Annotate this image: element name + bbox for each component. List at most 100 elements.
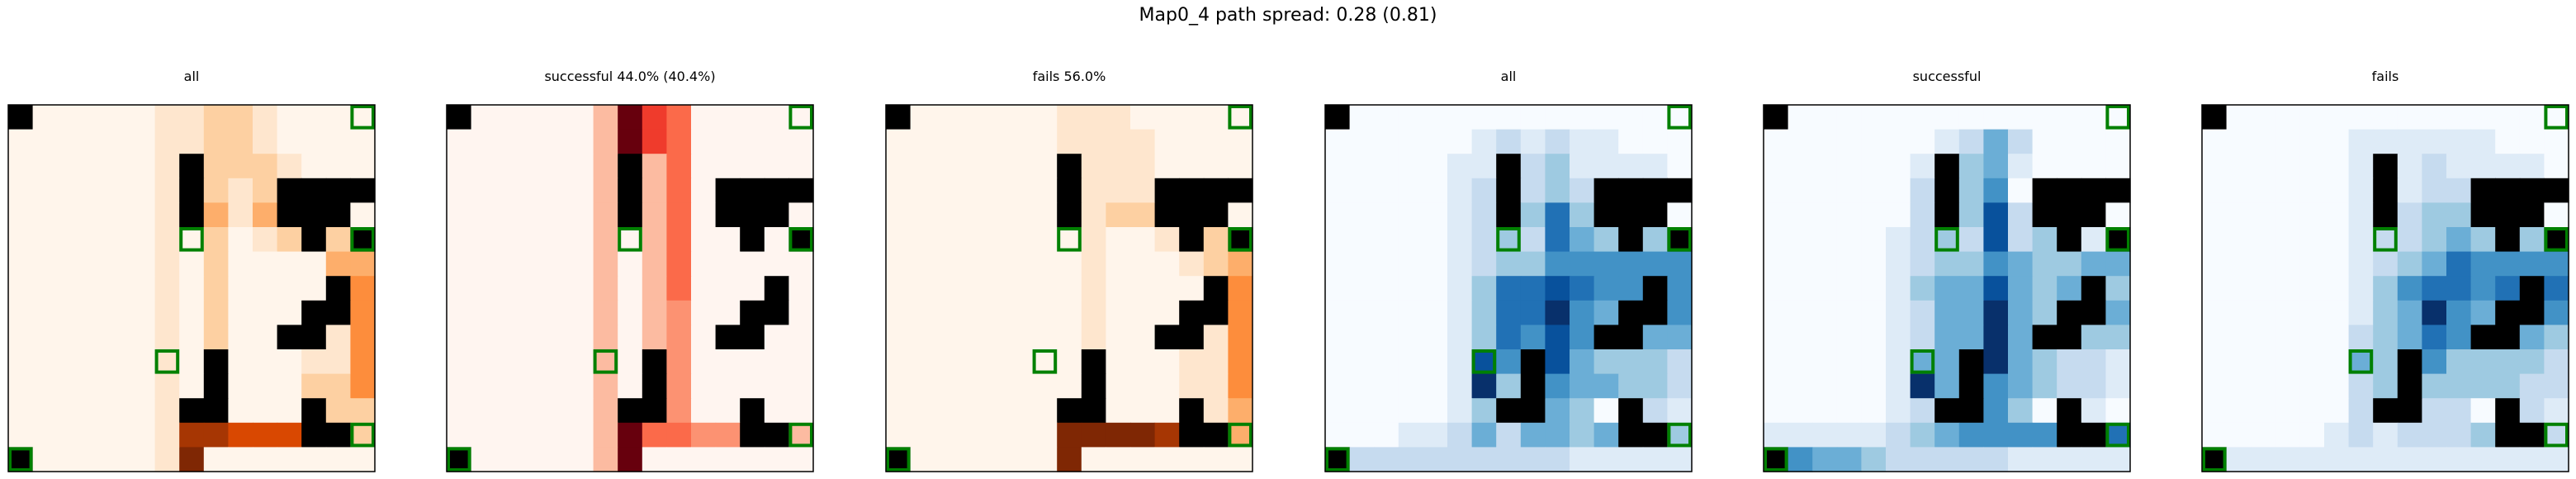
- heatmap-cell: [1398, 129, 1423, 154]
- heatmap-cell: [1910, 202, 1935, 228]
- heatmap-cell: [1154, 129, 1180, 154]
- heatmap-cell: [1836, 276, 1862, 301]
- heatmap-cell: [788, 251, 814, 277]
- heatmap-cell: [983, 325, 1009, 350]
- heatmap-cell: [2008, 154, 2034, 179]
- heatmap-cell: [2057, 447, 2082, 472]
- heatmap-cell: [57, 105, 83, 130]
- goal-marker: [2105, 105, 2130, 130]
- heatmap-cell: [1496, 300, 1522, 325]
- heatmap-cell: [1423, 202, 1448, 228]
- wall-cell: [2032, 202, 2057, 228]
- heatmap-cell: [2324, 422, 2350, 448]
- heatmap-cell: [1496, 325, 1522, 350]
- heatmap-cell: [1764, 276, 1789, 301]
- heatmap-cell: [253, 251, 278, 277]
- heatmap-cell: [2397, 251, 2422, 277]
- wall-cell: [2397, 349, 2422, 375]
- heatmap-cell: [203, 422, 229, 448]
- heatmap-cell: [2422, 373, 2447, 399]
- heatmap-cell: [935, 300, 960, 325]
- heatmap-cell: [935, 154, 960, 179]
- heatmap-cell: [1349, 300, 1375, 325]
- heatmap-cell: [301, 447, 327, 472]
- heatmap-cell: [1886, 178, 1911, 203]
- heatmap-cell: [2251, 129, 2276, 154]
- wall-cell: [1203, 300, 1229, 325]
- wall-cell: [301, 422, 327, 448]
- heatmap-cell: [666, 178, 692, 203]
- heatmap-cell: [1081, 276, 1106, 301]
- heatmap-cell: [1934, 349, 1960, 375]
- heatmap-cell: [228, 129, 253, 154]
- heatmap-cell: [57, 227, 83, 253]
- heatmap-cell: [154, 154, 180, 179]
- heatmap-cell: [495, 373, 521, 399]
- heatmap-cell: [2226, 300, 2252, 325]
- heatmap-cell: [350, 300, 376, 325]
- heatmap-cell: [2105, 251, 2131, 277]
- heatmap-cell: [642, 447, 667, 472]
- heatmap-cell: [1910, 178, 1935, 203]
- heatmap-cell: [2226, 227, 2252, 253]
- heatmap-cell: [1983, 373, 2009, 399]
- heatmap-cell: [2373, 349, 2398, 375]
- heatmap-cell: [2105, 422, 2131, 448]
- heatmap-cell: [1032, 154, 1058, 179]
- heatmap-cell: [130, 276, 156, 301]
- heatmap-cell: [203, 227, 229, 253]
- wall-cell: [1179, 178, 1205, 203]
- heatmap-cell: [2226, 105, 2252, 130]
- heatmap-cell: [253, 300, 278, 325]
- heatmap-cell: [666, 447, 692, 472]
- heatmap-cell: [203, 154, 229, 179]
- heatmap-cell: [350, 251, 376, 277]
- goal-marker: [350, 422, 375, 448]
- heatmap-cell: [569, 227, 594, 253]
- heatmap-cell: [2275, 227, 2300, 253]
- heatmap-cell: [1179, 251, 1205, 277]
- heatmap-cell: [715, 105, 741, 130]
- heatmap-cell: [1958, 422, 1984, 448]
- heatmap-cell: [2422, 178, 2447, 203]
- heatmap-cell: [1910, 422, 1935, 448]
- heatmap-cell: [910, 129, 935, 154]
- heatmap-cell: [1179, 105, 1205, 130]
- heatmap-cell: [1886, 227, 1911, 253]
- heatmap-cell: [1203, 129, 1229, 154]
- wall-cell: [1057, 154, 1082, 179]
- heatmap-cell: [886, 251, 912, 277]
- heatmap-cell: [1228, 105, 1253, 130]
- heatmap-cell: [1958, 325, 1984, 350]
- wall-cell: [1642, 300, 1668, 325]
- heatmap-cell: [1812, 178, 1838, 203]
- heatmap-cell: [2251, 178, 2276, 203]
- heatmap-cell: [1008, 300, 1034, 325]
- heatmap-cell: [2105, 276, 2131, 301]
- heatmap-cell: [8, 398, 34, 424]
- heatmap-cell: [1471, 251, 1497, 277]
- heatmap-cell: [691, 202, 717, 228]
- heatmap-cell: [2373, 373, 2398, 399]
- goal-marker: [1228, 105, 1252, 130]
- heatmap-cell: [2397, 202, 2422, 228]
- heatmap-cell: [1593, 300, 1619, 325]
- heatmap-cell: [1228, 300, 1253, 325]
- heatmap-cell: [495, 129, 521, 154]
- heatmap-cell: [2470, 300, 2496, 325]
- heatmap-cell: [1471, 154, 1497, 179]
- heatmap-cell: [2299, 178, 2325, 203]
- heatmap-cell: [2544, 251, 2569, 277]
- heatmap-cell: [2008, 447, 2034, 472]
- heatmap-cell: [569, 202, 594, 228]
- heatmap-cell: [1667, 276, 1693, 301]
- heatmap-cell: [32, 398, 58, 424]
- heatmap-cell: [1179, 349, 1205, 375]
- heatmap-cell: [447, 398, 472, 424]
- heatmap-cell: [447, 178, 472, 203]
- heatmap-cell: [1081, 154, 1106, 179]
- heatmap-cell: [2057, 154, 2082, 179]
- heatmap-cell: [2397, 178, 2422, 203]
- heatmap-cell: [203, 251, 229, 277]
- wall-cell: [277, 325, 302, 350]
